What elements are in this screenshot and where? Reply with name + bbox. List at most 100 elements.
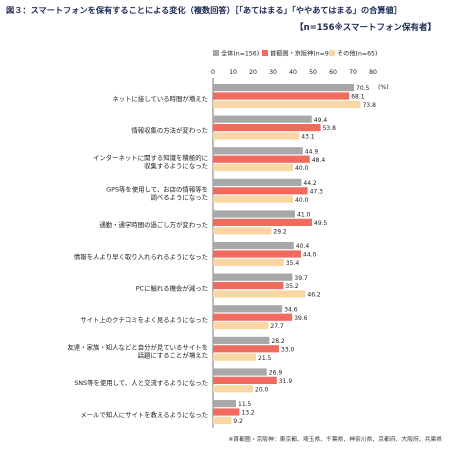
- bar: [213, 124, 321, 132]
- data-label: 21.5: [258, 355, 272, 362]
- chart-subtitle: 【n=156※スマートフォン保有者】: [295, 23, 436, 33]
- legend-label: 首都圏・京阪神(n=91): [270, 50, 335, 58]
- category-label: 情報を人より早く取り入れられるようになった: [74, 252, 208, 261]
- data-label: 47.3: [310, 188, 324, 195]
- category-label: ネットに接している時間が増えた: [112, 94, 208, 103]
- bar: [213, 132, 300, 140]
- x-tick-label: 30: [269, 69, 277, 76]
- category-label: PCに触れる機会が減った: [136, 283, 208, 292]
- bar: [213, 322, 269, 330]
- category-label: 情報収集の方法が変わった: [131, 125, 208, 134]
- bar: [213, 155, 310, 163]
- x-tick-label: 80: [369, 69, 377, 76]
- bar: [213, 336, 270, 344]
- category-label: 収集するようになった: [144, 161, 208, 170]
- data-label: 27.7: [270, 323, 284, 330]
- legend-label: 全体(n=156): [221, 50, 259, 58]
- x-tick-label: 0: [211, 69, 215, 76]
- data-label: 34.6: [284, 306, 298, 313]
- data-label: 33.0: [281, 346, 295, 353]
- x-tick-label: 60: [329, 69, 337, 76]
- x-tick-label: 10: [229, 69, 237, 76]
- data-label: 43.1: [301, 134, 315, 141]
- bar: [213, 416, 232, 424]
- data-label: 41.0: [297, 212, 311, 219]
- legend-swatch: [213, 50, 219, 56]
- x-tick-label: 20: [249, 69, 257, 76]
- category-label: インターネットに関する知識を積極的に: [93, 153, 208, 162]
- data-label: 40.4: [296, 243, 310, 250]
- bar: [213, 305, 283, 313]
- bar: [213, 84, 354, 92]
- bar: [213, 242, 294, 250]
- category-label: SNS等を使用して、人と交流するようになった: [74, 378, 208, 387]
- x-tick-label: 40: [289, 69, 297, 76]
- data-label: 49.4: [314, 117, 328, 124]
- category-label: 通勤・通学時間の過ごし方が変わった: [99, 220, 208, 229]
- data-label: 39.7: [294, 275, 308, 282]
- data-label: 26.9: [269, 370, 283, 377]
- data-label: 46.2: [307, 292, 321, 299]
- bar: [213, 218, 312, 226]
- category-label: 友達・家族・知人などと自分が見ているサイトを: [67, 343, 208, 352]
- legend-swatch: [329, 50, 335, 56]
- data-label: 40.0: [295, 165, 309, 172]
- data-label: 49.5: [314, 220, 328, 227]
- data-label: 9.2: [233, 418, 243, 425]
- data-label: 28.2: [271, 338, 285, 345]
- bar: [213, 250, 301, 258]
- data-label: 44.0: [303, 252, 317, 259]
- data-label: 39.6: [294, 315, 308, 322]
- bar: [213, 258, 284, 266]
- bar: [213, 282, 284, 290]
- bar: [213, 210, 295, 218]
- bar: [213, 400, 236, 408]
- x-tick-label: 50: [309, 69, 317, 76]
- bar: [213, 408, 240, 416]
- data-label: 11.5: [238, 401, 252, 408]
- chart-title: 図３：スマートフォンを保有することによる変化（複数回答）［「あてはまる」「ややあ…: [6, 5, 402, 15]
- data-label: 44.9: [305, 148, 319, 155]
- legend-swatch: [262, 50, 268, 56]
- data-label: 29.2: [273, 228, 287, 235]
- footnote: ※首都圏・京阪神：東京都、埼玉県、千葉県、神奈川県、京都府、大阪府、兵庫県: [228, 437, 442, 443]
- category-label: GPS等を使用して、お店の情報等を: [106, 185, 208, 194]
- legend-label: その他(n=65): [337, 50, 377, 58]
- x-tick-label: 70: [349, 69, 357, 76]
- data-label: 68.1: [351, 94, 365, 101]
- category-label: 調べるようになった: [150, 193, 208, 202]
- bar: [213, 353, 256, 361]
- data-label: 53.8: [323, 125, 337, 132]
- bar: [213, 100, 361, 108]
- data-label: 20.0: [255, 386, 269, 393]
- data-label: 44.2: [303, 180, 317, 187]
- bar: [213, 376, 277, 384]
- bar: [213, 290, 306, 298]
- bar: [213, 273, 293, 281]
- bar: [213, 385, 253, 393]
- bar: [213, 345, 279, 353]
- unit-label: (%): [378, 84, 389, 91]
- data-label: 13.2: [241, 410, 255, 417]
- data-label: 35.4: [286, 260, 300, 267]
- bar: [213, 164, 293, 172]
- data-label: 40.0: [295, 197, 309, 204]
- data-label: 73.8: [363, 102, 377, 109]
- bar: [213, 313, 293, 321]
- category-label: サイト上のクチコミをよく見るようになった: [80, 315, 208, 324]
- data-label: 48.4: [312, 157, 326, 164]
- bar: [213, 147, 303, 155]
- bar: [213, 115, 312, 123]
- bar: [213, 187, 308, 195]
- bar: [213, 92, 350, 100]
- category-label: メールで知人にサイトを教えるようになった: [80, 410, 208, 419]
- bar: [213, 178, 302, 186]
- data-label: 70.5: [356, 85, 370, 92]
- bar: [213, 368, 267, 376]
- bar: [213, 227, 272, 235]
- data-label: 35.2: [285, 283, 299, 290]
- data-label: 31.9: [279, 378, 293, 385]
- bar: [213, 195, 293, 203]
- category-label: 話題にすることが増えた: [138, 351, 208, 360]
